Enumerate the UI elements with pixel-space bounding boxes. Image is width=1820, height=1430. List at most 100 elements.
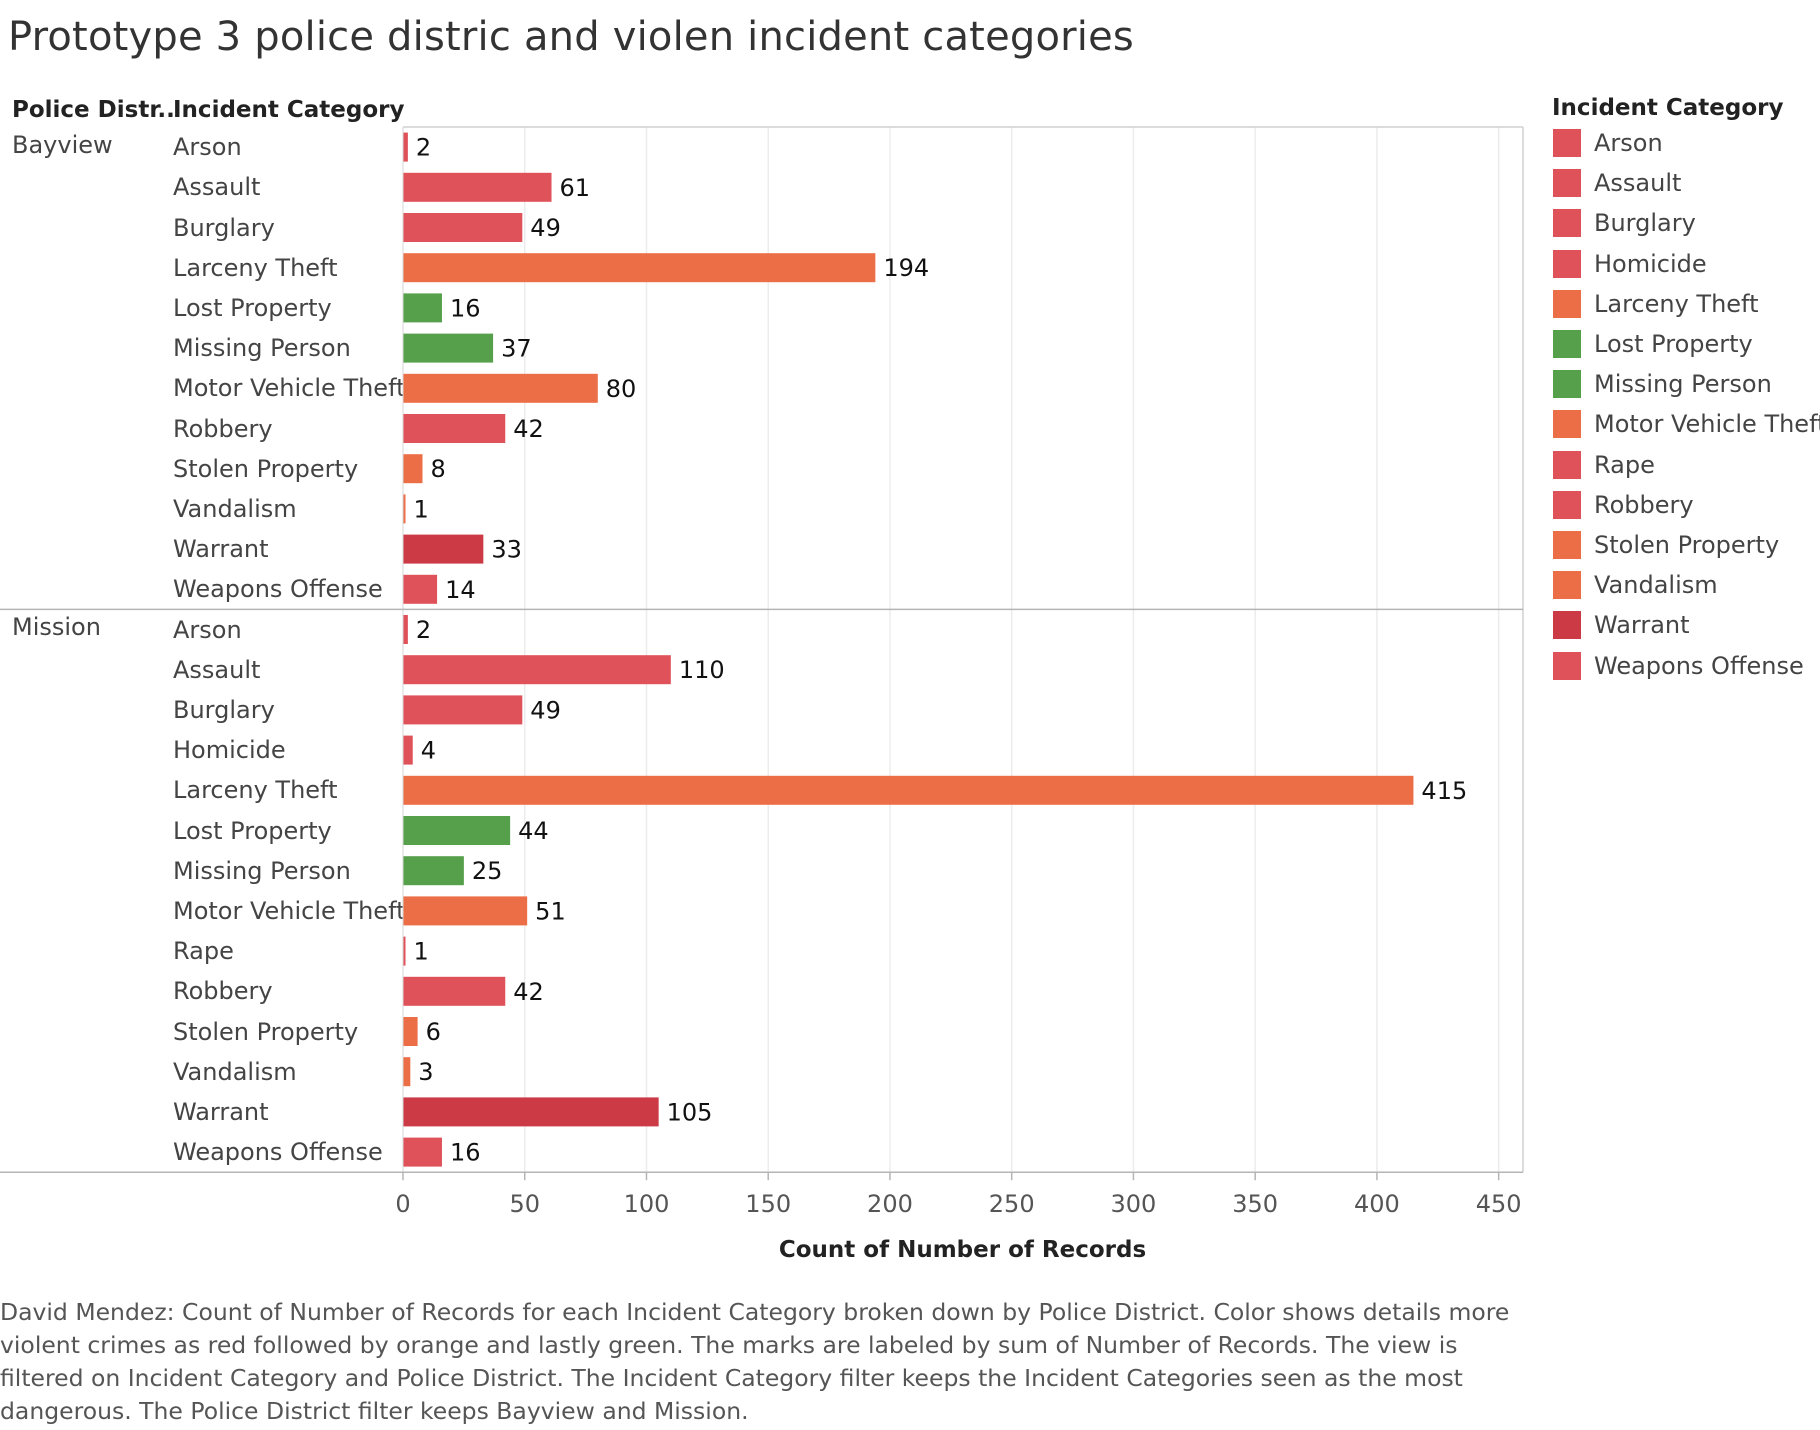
category-label: Robbery: [173, 977, 273, 1006]
bar-bayview-vandalism[interactable]: [403, 494, 406, 524]
legend-swatch: [1553, 490, 1581, 519]
bar-bayview-burglary[interactable]: [403, 213, 523, 242]
legend-item-assault[interactable]: Assault: [1553, 168, 1681, 198]
district-label-bayview: Bayview: [12, 131, 113, 159]
district-column-header[interactable]: Police Distr..: [12, 97, 175, 123]
x-axis-label: Count of Number of Records: [778, 1237, 1147, 1263]
chart-frame: [0, 126, 1524, 1173]
legend-swatch: [1553, 531, 1581, 559]
legend-item-motor-vehicle-theft[interactable]: Motor Vehicle Theft: [1553, 409, 1820, 439]
x-tick-label: 200: [867, 1190, 913, 1218]
gridlines: [523, 127, 1500, 1173]
bar-bayview-robbery[interactable]: [403, 414, 506, 443]
legend-item-stolen-property[interactable]: Stolen Property: [1553, 530, 1779, 560]
category-label: Warrant: [173, 535, 269, 564]
legend-label: Larceny Theft: [1594, 289, 1759, 318]
legend-item-rape[interactable]: Rape: [1553, 450, 1655, 480]
category-label: Weapons Offense: [173, 1138, 383, 1167]
bar-value-label: 16: [450, 294, 481, 322]
bar-mission-vandalism[interactable]: [403, 1057, 411, 1087]
legend-label: Motor Vehicle Theft: [1594, 410, 1820, 439]
x-tick-label: 300: [1111, 1190, 1157, 1218]
legend-swatch: [1553, 450, 1581, 479]
bar-value-label: 194: [883, 254, 929, 282]
category-label: Robbery: [173, 414, 273, 443]
category-label: Lost Property: [173, 816, 332, 845]
bar-value-label: 42: [513, 978, 544, 1006]
bar-mission-assault[interactable]: [403, 655, 671, 685]
bar-bayview-warrant[interactable]: [403, 534, 484, 564]
bar-mission-burglary[interactable]: [403, 695, 523, 725]
bar-bayview-missing-person[interactable]: [403, 333, 494, 363]
legend-item-missing-person[interactable]: Missing Person: [1553, 369, 1772, 399]
x-tick-label: 50: [509, 1190, 540, 1218]
legend-label: Stolen Property: [1594, 531, 1780, 559]
category-label: Missing Person: [173, 856, 351, 885]
legend-label: Burglary: [1594, 209, 1696, 238]
value-labels: 2614919416378042813314211049441544255114…: [414, 134, 1468, 1167]
legend-swatch: [1553, 611, 1581, 640]
legend-item-robbery[interactable]: Robbery: [1553, 490, 1694, 520]
bar-bayview-weapons-offense[interactable]: [403, 574, 438, 604]
bar-bayview-lost-property[interactable]: [403, 293, 442, 323]
legend-item-homicide[interactable]: Homicide: [1553, 249, 1707, 279]
legend-item-warrant[interactable]: Warrant: [1553, 610, 1690, 640]
bar-bayview-motor-vehicle-theft[interactable]: [403, 373, 598, 403]
bar-value-label: 14: [445, 576, 476, 604]
category-label: Stolen Property: [173, 454, 359, 483]
legend-item-vandalism[interactable]: Vandalism: [1553, 570, 1718, 600]
bar-mission-lost-property[interactable]: [403, 816, 511, 845]
x-tick-label: 350: [1232, 1190, 1278, 1218]
bar-bayview-assault[interactable]: [403, 172, 552, 202]
bar-mission-warrant[interactable]: [403, 1097, 659, 1127]
bar-bayview-stolen-property[interactable]: [403, 454, 423, 484]
x-tick-label: 150: [745, 1190, 791, 1218]
bar-bayview-arson[interactable]: [403, 132, 408, 162]
legend-item-burglary[interactable]: Burglary: [1553, 208, 1696, 238]
bar-mission-arson[interactable]: [403, 615, 408, 644]
legend-label: Assault: [1594, 169, 1682, 198]
chart-title: Prototype 3 police distric and violen in…: [8, 14, 1134, 60]
bar-mission-missing-person[interactable]: [403, 856, 464, 886]
bar-mission-weapons-offense[interactable]: [403, 1137, 442, 1167]
category-label: Assault: [173, 173, 261, 202]
bar-chart: 2614919416378042813314211049441544255114…: [0, 126, 1524, 1218]
bar-mission-stolen-property[interactable]: [403, 1017, 418, 1046]
category-label: Stolen Property: [173, 1017, 359, 1046]
bar-bayview-larceny-theft[interactable]: [403, 253, 876, 283]
category-label: Vandalism: [173, 494, 297, 523]
legend-item-lost-property[interactable]: Lost Property: [1553, 329, 1753, 359]
bar-value-label: 6: [426, 1018, 441, 1046]
bar-value-label: 105: [667, 1098, 713, 1126]
bar-mission-homicide[interactable]: [403, 735, 413, 765]
legend-label: Arson: [1594, 129, 1663, 157]
legend-item-weapons-offense[interactable]: Weapons Offense: [1553, 651, 1804, 681]
category-label: Motor Vehicle Theft: [173, 374, 406, 403]
legend-item-arson[interactable]: Arson: [1553, 128, 1663, 158]
x-axis-ticks: 0 50 100 150 200 250 300 350 400 450: [395, 1172, 1522, 1218]
category-label: Larceny Theft: [173, 253, 338, 282]
bar-mission-robbery[interactable]: [403, 976, 506, 1006]
legend-swatch: [1553, 249, 1581, 278]
category-label: Assault: [173, 655, 261, 684]
legend-label: Warrant: [1594, 611, 1690, 640]
bar-value-label: 42: [513, 415, 544, 443]
category-label: Rape: [173, 937, 234, 966]
bar-value-label: 61: [560, 174, 591, 202]
legend-swatch: [1553, 370, 1581, 399]
bar-mission-larceny-theft[interactable]: [403, 775, 1414, 805]
category-label: Weapons Offense: [173, 575, 383, 604]
bar-mission-rape[interactable]: [403, 936, 406, 966]
category-label: Arson: [173, 133, 242, 162]
bar-value-label: 4: [421, 737, 436, 765]
legend-item-larceny-theft[interactable]: Larceny Theft: [1553, 289, 1759, 319]
bar-value-label: 25: [472, 857, 503, 885]
x-tick-label: 400: [1354, 1190, 1400, 1218]
bar-value-label: 49: [530, 214, 561, 242]
category-label: Larceny Theft: [173, 776, 338, 805]
legend-title: Incident Category: [1552, 95, 1784, 121]
bar-mission-motor-vehicle-theft[interactable]: [403, 896, 528, 926]
bar-value-label: 8: [430, 455, 445, 483]
bar-value-label: 1: [414, 495, 429, 523]
category-column-header[interactable]: Incident Category: [173, 97, 405, 123]
